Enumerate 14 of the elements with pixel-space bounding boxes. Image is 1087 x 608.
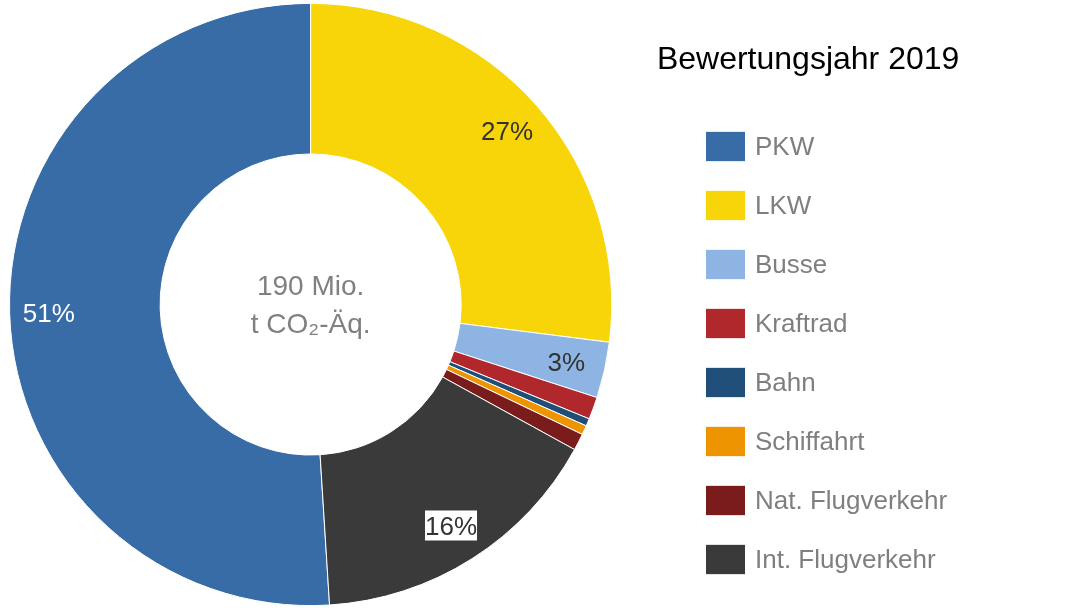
legend-label: Nat. Flugverkehr	[755, 484, 948, 516]
legend-label: Busse	[755, 248, 828, 280]
data-label: 51%	[22, 297, 75, 328]
legend-label: Bahn	[755, 366, 816, 398]
data-label: 3%	[547, 346, 586, 377]
text: 190 Mio. t CO₂-Äq.	[250, 270, 371, 339]
legend-label: LKW	[755, 189, 812, 221]
legend-label: Kraftrad	[755, 307, 848, 339]
legend-label: Int. Flugverkehr	[755, 543, 936, 575]
legend-label: PKW	[755, 130, 815, 162]
legend-label: Schiffahrt	[755, 425, 865, 457]
data-label: 27%	[481, 116, 534, 147]
data-label: 16%	[424, 510, 478, 541]
text: Bewertungsjahr 2019	[656, 39, 960, 76]
